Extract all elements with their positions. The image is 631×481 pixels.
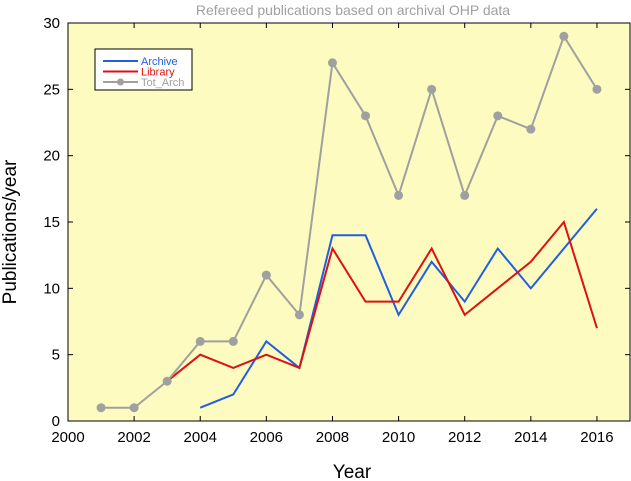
data-point-tot-arch (129, 403, 139, 413)
x-axis-label: Year (333, 462, 372, 481)
data-point-tot-arch (394, 190, 404, 200)
y-axis-label: Publications/year (0, 159, 21, 304)
legend-label-library: Library (141, 67, 175, 79)
data-point-tot-arch (162, 376, 172, 386)
data-point-tot-arch (361, 111, 371, 121)
y-tick-label: 5 (52, 347, 60, 364)
y-tick-label: 10 (43, 280, 60, 297)
legend-marker-tot-arch (117, 78, 124, 86)
y-tick-label: 25 (43, 81, 60, 98)
x-tick-label: 2014 (514, 429, 547, 446)
y-tick-label: 15 (43, 214, 60, 231)
x-tick-label: 2002 (117, 429, 150, 446)
x-tick-label: 2012 (448, 429, 481, 446)
data-point-tot-arch (460, 190, 470, 200)
legend-label-tot-arch: Tot_Arch (141, 77, 184, 89)
data-point-tot-arch (294, 310, 304, 320)
data-point-tot-arch (228, 336, 238, 346)
x-tick-label: 2006 (250, 429, 283, 446)
data-point-tot-arch (261, 270, 271, 280)
legend-label-archive: Archive (141, 56, 178, 68)
x-tick-label: 2000 (51, 429, 84, 446)
y-tick-label: 0 (52, 413, 60, 430)
series-lines (101, 33, 598, 409)
y-tick-label: 20 (43, 148, 60, 165)
x-tick-label: 2016 (580, 429, 613, 446)
series-line-library (166, 219, 598, 382)
axis-ticks: 2000 2002 2004 2006 2008 2010 2012 2014 2016 0 5 10… (43, 15, 630, 446)
series-line-tot-arch (101, 33, 598, 409)
x-tick-label: 2004 (184, 429, 217, 446)
data-point-tot-arch (592, 84, 602, 94)
series-markers (96, 31, 602, 413)
legend-box (94, 48, 193, 91)
data-point-tot-arch (526, 124, 536, 134)
x-tick-label: 2010 (382, 429, 415, 446)
y-tick-label: 30 (43, 15, 60, 32)
series-line-archive (199, 208, 598, 409)
data-point-tot-arch (327, 58, 337, 68)
data-point-tot-arch (559, 31, 569, 41)
x-tick-label: 2008 (316, 429, 349, 446)
data-point-tot-arch (493, 111, 503, 121)
data-point-tot-arch (96, 403, 106, 413)
chart-title: Refereed publications based on archival … (196, 2, 510, 18)
data-point-tot-arch (195, 336, 205, 346)
data-point-tot-arch (427, 84, 437, 94)
